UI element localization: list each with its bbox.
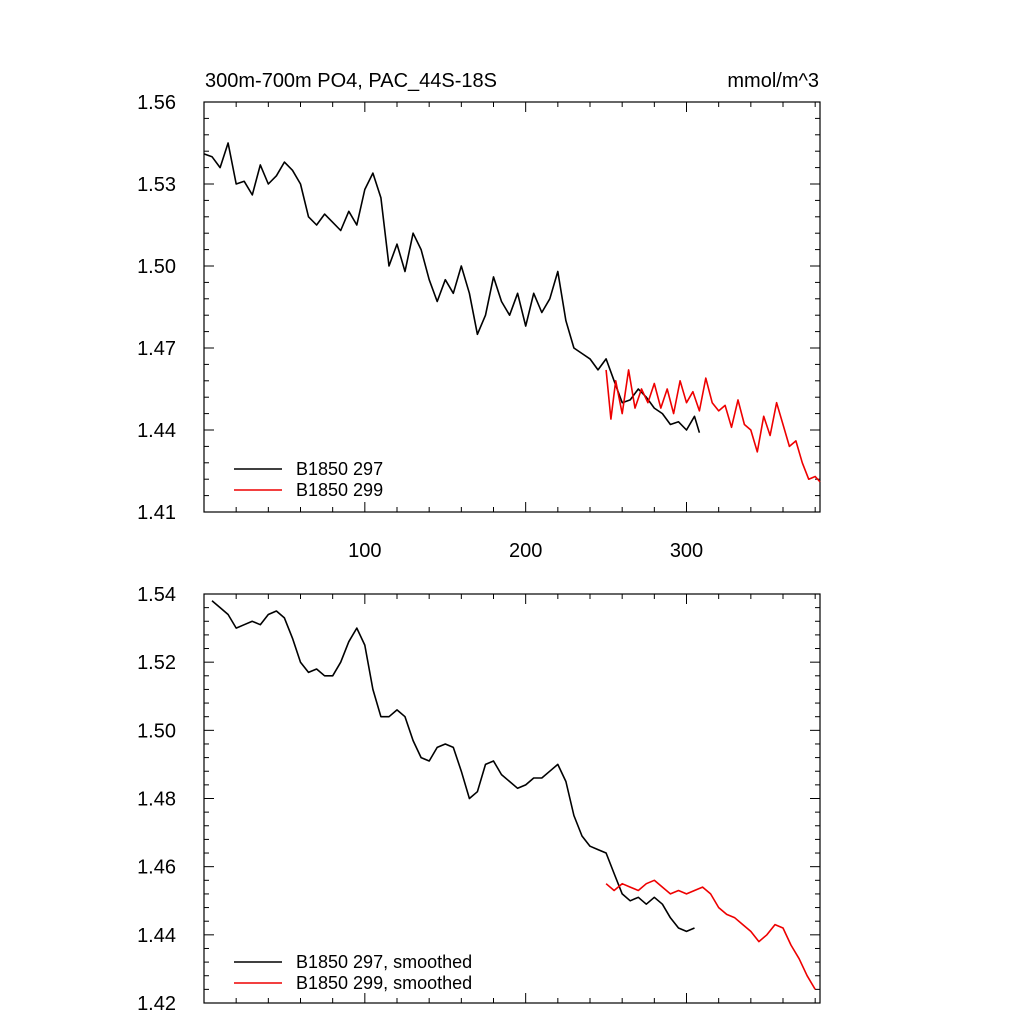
- units-label: mmol/m^3: [727, 70, 819, 92]
- y-tick-label: 1.50: [137, 720, 176, 742]
- y-tick-label: 1.42: [137, 993, 176, 1015]
- x-tick-label: 300: [670, 540, 703, 562]
- y-tick-label: 1.41: [137, 502, 176, 524]
- series-line-2: [605, 369, 821, 483]
- y-tick-label: 1.44: [137, 925, 176, 947]
- y-tick-label: 1.52: [137, 652, 176, 674]
- series-line-2: [605, 879, 816, 990]
- y-tick-label: 1.54: [137, 584, 176, 606]
- y-tick-label: 1.48: [137, 789, 176, 811]
- y-tick-label: 1.47: [137, 338, 176, 360]
- y-tick-label: 1.53: [137, 174, 176, 196]
- chart-title: 300m-700m PO4, PAC_44S-18S: [205, 70, 497, 92]
- plot-frame: [203, 101, 821, 513]
- plot-frame: [203, 593, 821, 1004]
- series-line-1: [203, 142, 701, 433]
- legend-label-2: B1850 299, smoothed: [296, 973, 472, 993]
- legend-label-1: B1850 297: [296, 459, 383, 479]
- y-tick-label: 1.46: [137, 857, 176, 879]
- x-tick-label: 100: [348, 540, 381, 562]
- legend-label-2: B1850 299: [296, 480, 383, 500]
- y-tick-label: 1.50: [137, 256, 176, 278]
- y-tick-label: 1.56: [137, 92, 176, 114]
- legend-label-1: B1850 297, smoothed: [296, 952, 472, 972]
- top-panel: 300m-700m PO4, PAC_44S-18S mmol/m^3 1.41…: [137, 70, 821, 562]
- bottom-panel: 1.42 1.44 1.46 1.48 1.50 1.52 1.54 B1850 297, s…: [137, 584, 821, 1015]
- x-tick-label: 200: [509, 540, 542, 562]
- series-line-1: [211, 600, 695, 933]
- y-tick-label: 1.44: [137, 420, 176, 442]
